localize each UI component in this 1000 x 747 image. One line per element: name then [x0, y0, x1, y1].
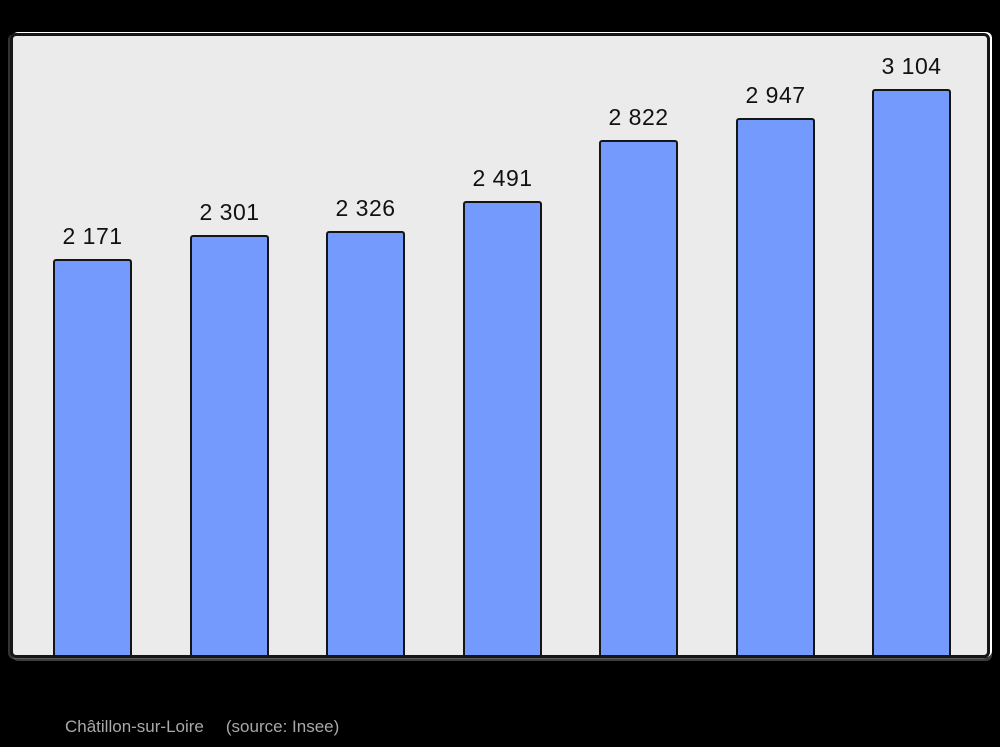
bar-group: 3 104: [872, 53, 951, 655]
bar: [736, 118, 815, 655]
bar: [872, 89, 951, 655]
bar-group: 2 326: [326, 195, 405, 655]
bar: [326, 231, 405, 655]
bar-group: 2 822: [599, 104, 678, 655]
plot-area: 2 171 2 301 2 326 2 491 2 822 2 947 3 104: [10, 33, 990, 658]
bar-value-label: 2 491: [472, 165, 533, 191]
bar: [53, 259, 132, 655]
bar-group: 2 491: [463, 165, 542, 655]
bar: [599, 140, 678, 655]
bar-group: 2 171: [53, 223, 132, 655]
caption-commune-name: Châtillon-sur-Loire: [65, 717, 204, 736]
bar-value-label: 2 822: [608, 104, 669, 130]
bar-value-label: 2 326: [335, 195, 396, 221]
bar: [190, 235, 269, 655]
bar-value-label: 2 171: [62, 223, 123, 249]
bar-group: 2 947: [736, 82, 815, 655]
bar-value-label: 3 104: [881, 53, 942, 79]
bar: [463, 201, 542, 655]
bar-value-label: 2 947: [745, 82, 806, 108]
caption-source: (source: Insee): [225, 717, 340, 736]
bar-value-label: 2 301: [199, 199, 260, 225]
chart-caption: Châtillon-sur-Loire (source: Insee): [65, 716, 339, 738]
bars-layer: 2 171 2 301 2 326 2 491 2 822 2 947 3 104: [13, 36, 987, 655]
bar-group: 2 301: [190, 199, 269, 655]
